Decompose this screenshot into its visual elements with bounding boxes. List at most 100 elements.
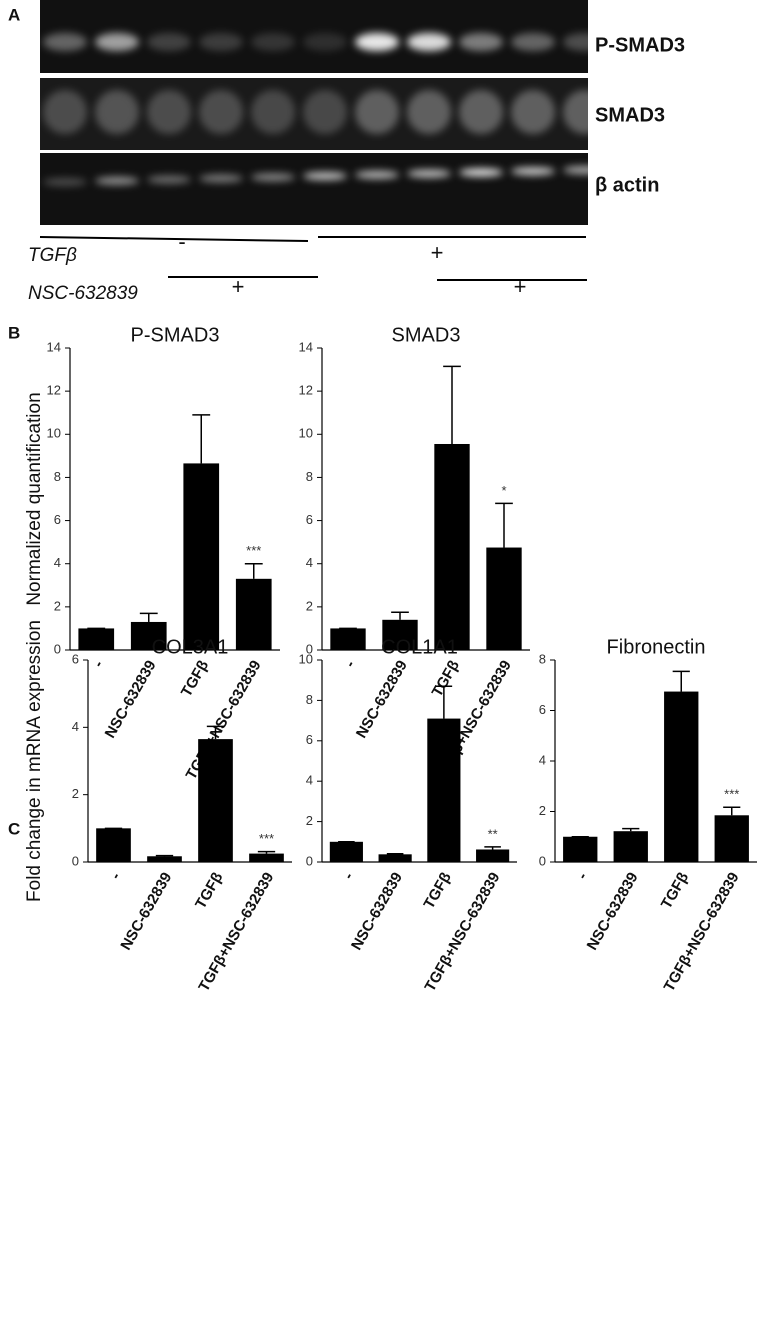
y-axis-label: Fold change in mRNA expression <box>24 620 45 902</box>
error-bar <box>139 612 158 622</box>
error-bar <box>435 685 453 719</box>
blot-band <box>563 90 607 134</box>
blot-band <box>303 172 347 180</box>
significance: *** <box>724 787 739 802</box>
blot-band <box>43 178 87 186</box>
significance: *** <box>259 831 274 846</box>
significance: ** <box>488 826 498 841</box>
bar <box>486 547 522 650</box>
y-tick-label: 10 <box>299 426 313 441</box>
panel-label: C <box>8 819 20 838</box>
bar <box>198 739 233 862</box>
error-bar <box>723 806 741 816</box>
significance: *** <box>246 543 261 558</box>
blot-band <box>199 174 243 183</box>
panel-label: A <box>8 5 20 24</box>
blot-band <box>459 33 503 51</box>
bar <box>96 828 131 862</box>
x-tick-label: NSC-632839 <box>102 657 160 741</box>
bar <box>147 856 182 862</box>
y-tick-label: 8 <box>54 469 61 484</box>
y-tick-label: 4 <box>539 752 546 767</box>
treatment-sign: + <box>232 274 245 299</box>
y-tick-label: 2 <box>72 786 79 801</box>
x-tick-label: - <box>90 657 107 670</box>
error-bar <box>206 725 225 740</box>
error-bar <box>443 365 461 444</box>
treatment-sign: - <box>178 229 185 254</box>
y-tick-label: 10 <box>299 651 313 666</box>
bar <box>130 621 167 650</box>
blot-band <box>563 166 607 174</box>
bar <box>78 628 115 650</box>
bar <box>664 691 699 862</box>
bar <box>613 831 648 862</box>
blot-band <box>95 33 139 51</box>
bar <box>378 854 412 862</box>
y-tick-label: 2 <box>539 803 546 818</box>
bar <box>249 853 284 862</box>
y-tick-label: 4 <box>72 719 79 734</box>
bar <box>714 815 749 862</box>
bar <box>434 443 470 650</box>
x-tick-label: NSC-632839 <box>117 869 175 953</box>
x-tick-label: - <box>574 869 591 882</box>
y-tick-label: 8 <box>306 469 313 484</box>
bar <box>329 841 363 862</box>
blot-band <box>355 90 399 134</box>
blot-label: P-SMAD3 <box>595 34 685 56</box>
y-tick-label: 2 <box>306 813 313 828</box>
blot-band <box>355 170 399 179</box>
treatment-sign: + <box>431 240 444 265</box>
y-tick-label: 0 <box>539 853 546 868</box>
error-bar <box>484 846 501 850</box>
bar <box>183 463 220 650</box>
bar <box>563 836 598 862</box>
error-bar <box>672 670 690 692</box>
treatment-label: TGFβ <box>28 245 77 266</box>
blot-band <box>95 90 139 134</box>
chart-title: COL3A1 <box>152 636 229 658</box>
x-tick-label: - <box>107 869 124 882</box>
y-tick-label: 14 <box>299 339 313 354</box>
y-tick-label: 2 <box>306 598 313 613</box>
x-tick-label: TGFβ <box>192 869 226 911</box>
error-bar <box>386 852 404 855</box>
significance: * <box>501 483 506 498</box>
error-bar <box>495 502 513 548</box>
chart-title: COL1A1 <box>381 636 458 658</box>
blot-band <box>147 33 191 51</box>
y-tick-label: 12 <box>299 383 313 398</box>
blot-band <box>251 90 295 134</box>
error-bar <box>622 827 640 832</box>
x-tick-label: TGFβ <box>178 657 212 699</box>
blot-image <box>40 0 607 225</box>
y-tick-label: 6 <box>72 651 79 666</box>
blot-strip <box>40 153 588 225</box>
y-tick-label: 6 <box>306 732 313 747</box>
chart-title: P-SMAD3 <box>131 324 220 346</box>
blot-band <box>407 169 451 178</box>
blot-band <box>407 33 451 51</box>
bar <box>382 619 418 650</box>
panel-label: B <box>8 323 20 342</box>
blot-band <box>563 33 607 51</box>
x-tick-label: TGFβ <box>420 869 454 911</box>
x-tick-label: - <box>342 657 359 670</box>
x-tick-label: NSC-632839 <box>353 657 411 741</box>
treatment-label: NSC-632839 <box>28 283 138 304</box>
blot-band <box>95 176 139 185</box>
y-tick-label: 8 <box>539 651 546 666</box>
y-tick-label: 0 <box>72 853 79 868</box>
x-tick-label: - <box>340 869 357 882</box>
y-tick-label: 0 <box>306 641 313 656</box>
y-tick-label: 8 <box>306 692 313 707</box>
blot-band <box>43 90 87 134</box>
blot-band <box>147 175 191 184</box>
blot-band <box>511 33 555 51</box>
x-tick-label: TGFβ <box>658 869 692 911</box>
y-tick-label: 2 <box>54 598 61 613</box>
y-tick-label: 6 <box>54 512 61 527</box>
y-tick-label: 4 <box>306 555 313 570</box>
blot-label: SMAD3 <box>595 104 665 126</box>
